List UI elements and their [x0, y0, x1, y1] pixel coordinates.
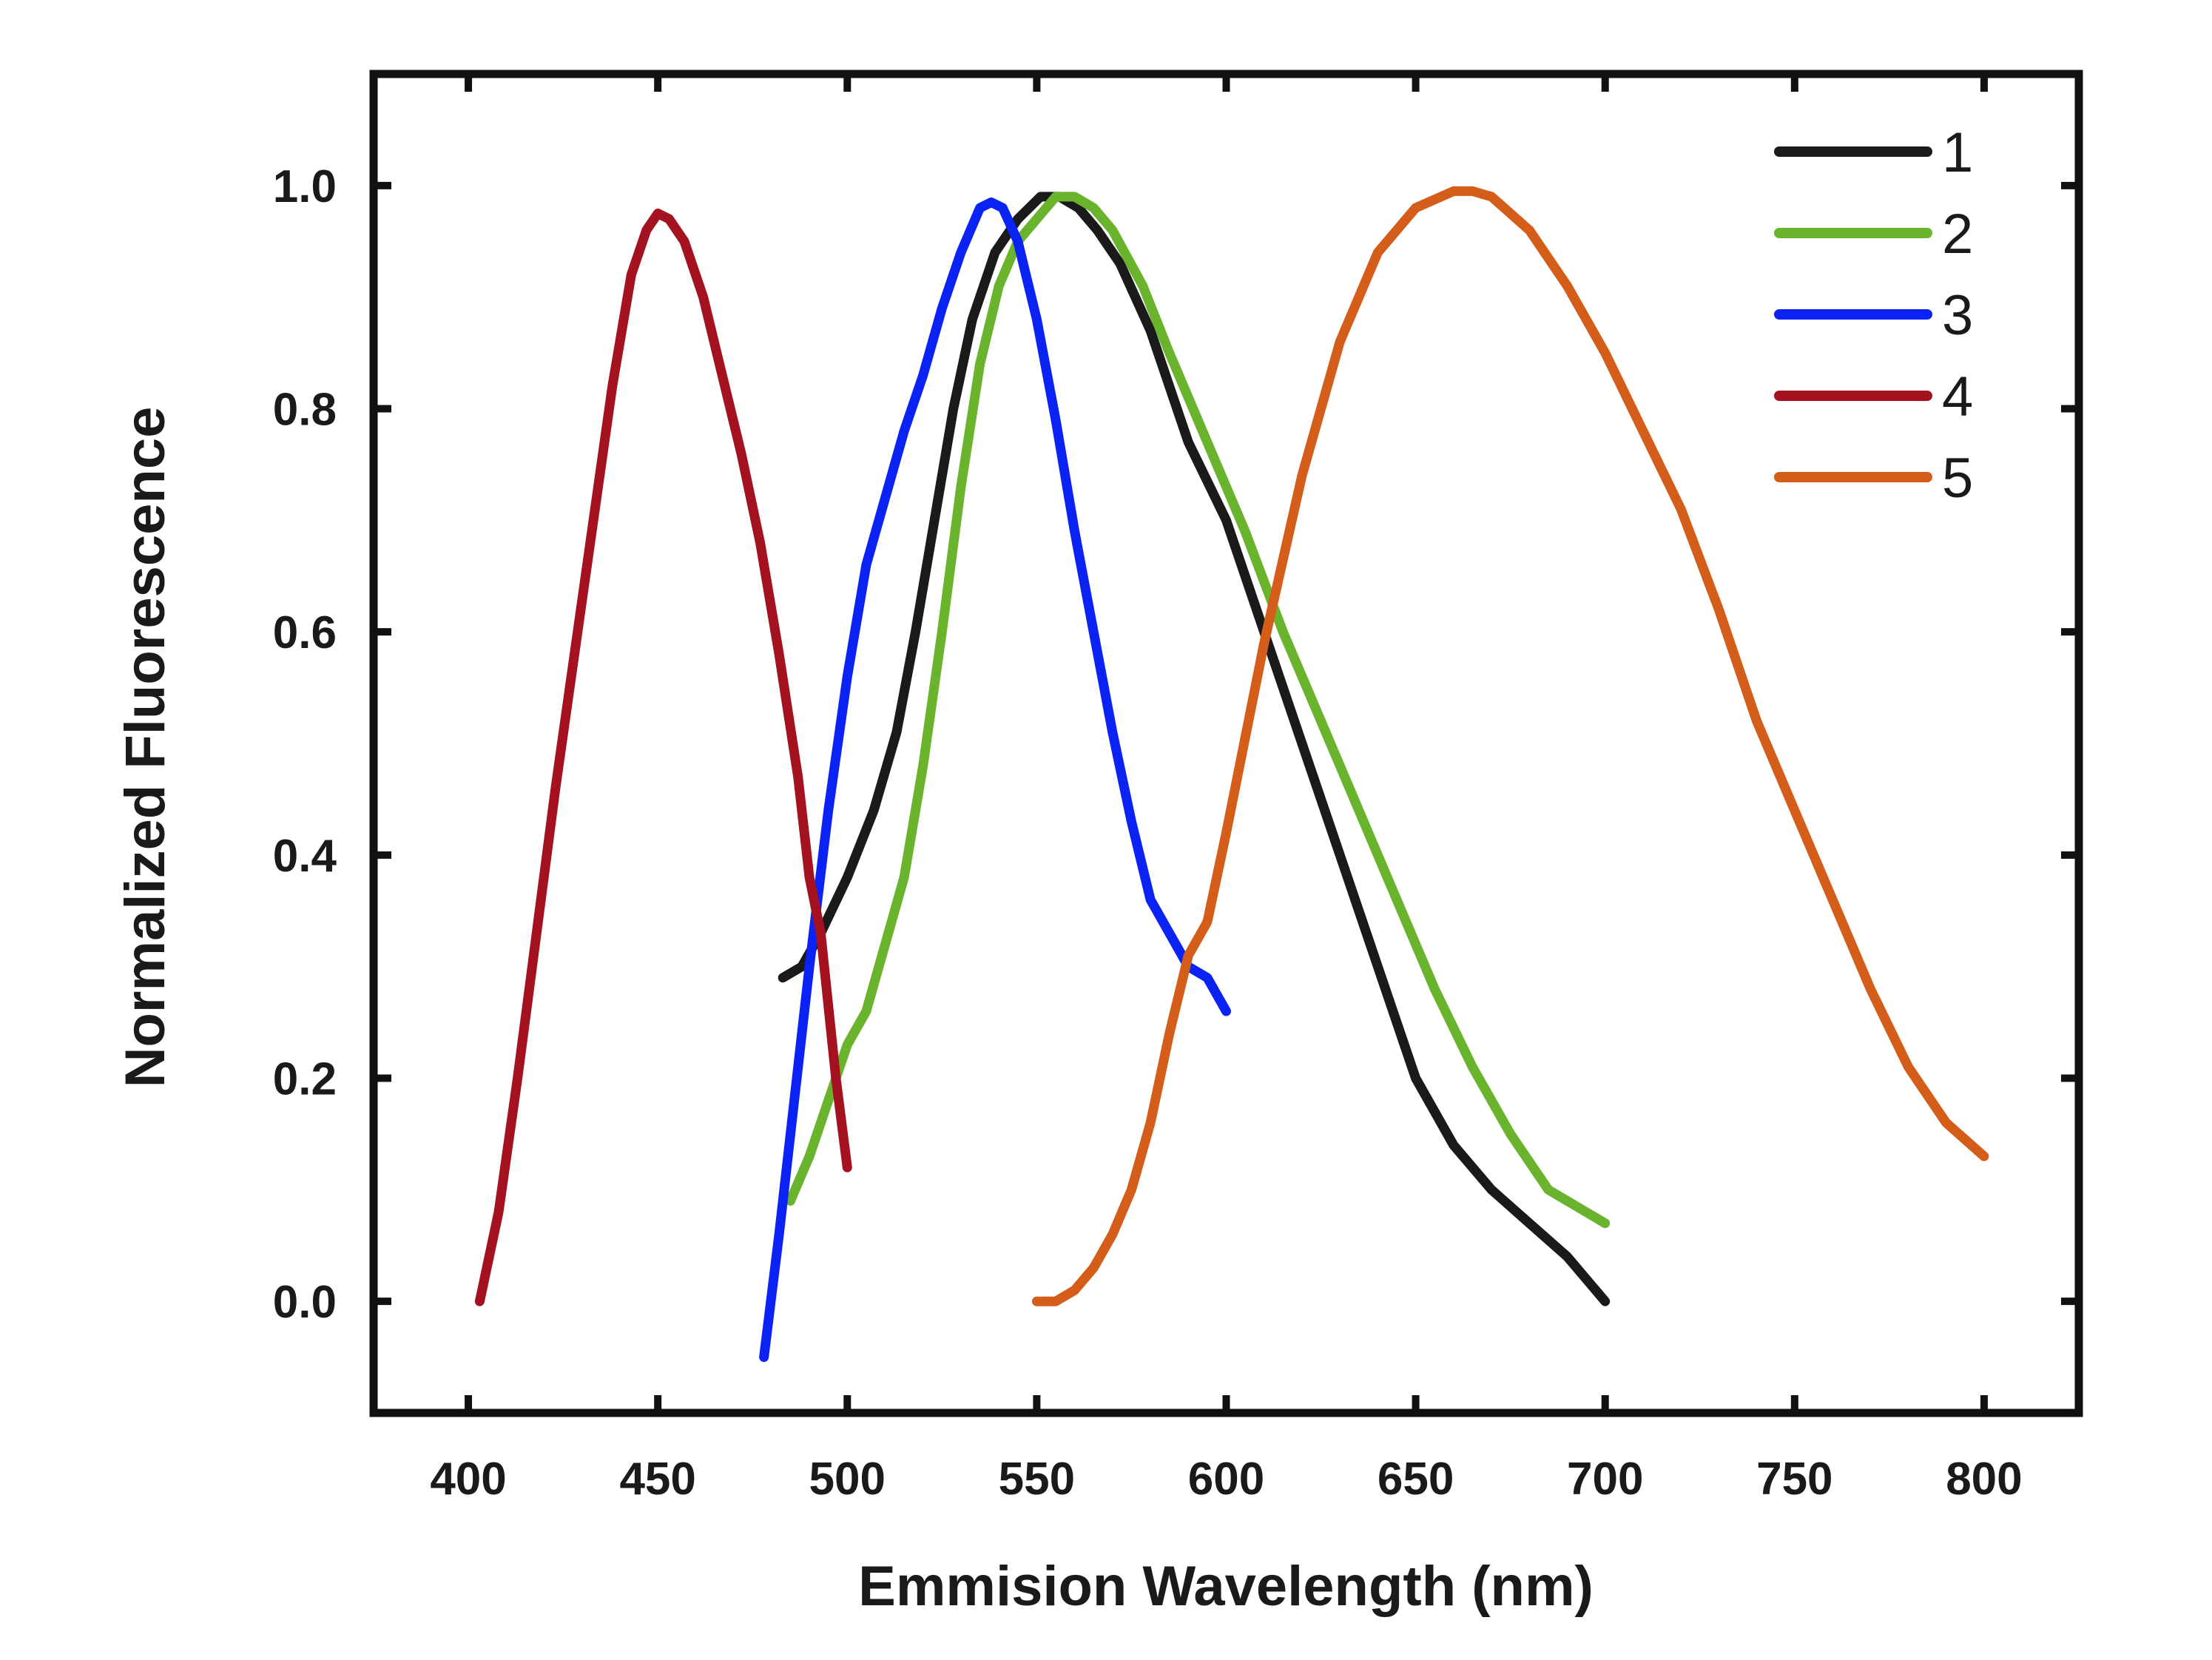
legend-label-4: 4 — [1942, 365, 1973, 428]
x-tick-label-400: 400 — [430, 1454, 506, 1505]
x-tick-label-650: 650 — [1378, 1454, 1454, 1505]
x-tick-label-750: 750 — [1756, 1454, 1832, 1505]
x-tick-label-700: 700 — [1567, 1454, 1643, 1505]
x-tick-label-550: 550 — [999, 1454, 1075, 1505]
series-line-1 — [778, 192, 1611, 1306]
series-line-3 — [759, 198, 1231, 1363]
x-tick-label-500: 500 — [809, 1454, 886, 1505]
legend: 1 2 3 4 5 — [1774, 121, 1973, 510]
series-line-5 — [1031, 186, 1989, 1306]
y-axis-title: Normalized Fluorescence — [114, 407, 177, 1088]
series-line-2 — [785, 192, 1611, 1229]
y-tick-label-0.6: 0.6 — [273, 607, 337, 658]
y-tick-label-1: 1.0 — [273, 161, 337, 212]
legend-label-2: 2 — [1942, 203, 1973, 266]
series-lines — [474, 186, 1989, 1363]
series-line-4 — [474, 209, 852, 1306]
x-tick-label-600: 600 — [1188, 1454, 1264, 1505]
x-axis-title: Emmision Wavelength (nm) — [858, 1555, 1594, 1618]
y-tick-label-0: 0.0 — [273, 1277, 337, 1328]
axis-ticks — [374, 74, 2079, 1413]
legend-label-1: 1 — [1942, 121, 1973, 184]
y-tick-label-0.4: 0.4 — [273, 831, 337, 882]
y-tick-label-0.8: 0.8 — [273, 385, 337, 436]
y-tick-labels: 0.0 0.2 0.4 0.6 0.8 1.0 — [273, 161, 337, 1328]
legend-label-3: 3 — [1942, 284, 1973, 347]
legend-label-5: 5 — [1942, 447, 1973, 510]
x-tick-labels: 400 450 500 550 600 650 700 750 800 — [430, 1454, 2022, 1505]
x-tick-label-800: 800 — [1946, 1454, 2022, 1505]
x-tick-label-450: 450 — [619, 1454, 695, 1505]
y-tick-label-0.2: 0.2 — [273, 1054, 337, 1105]
